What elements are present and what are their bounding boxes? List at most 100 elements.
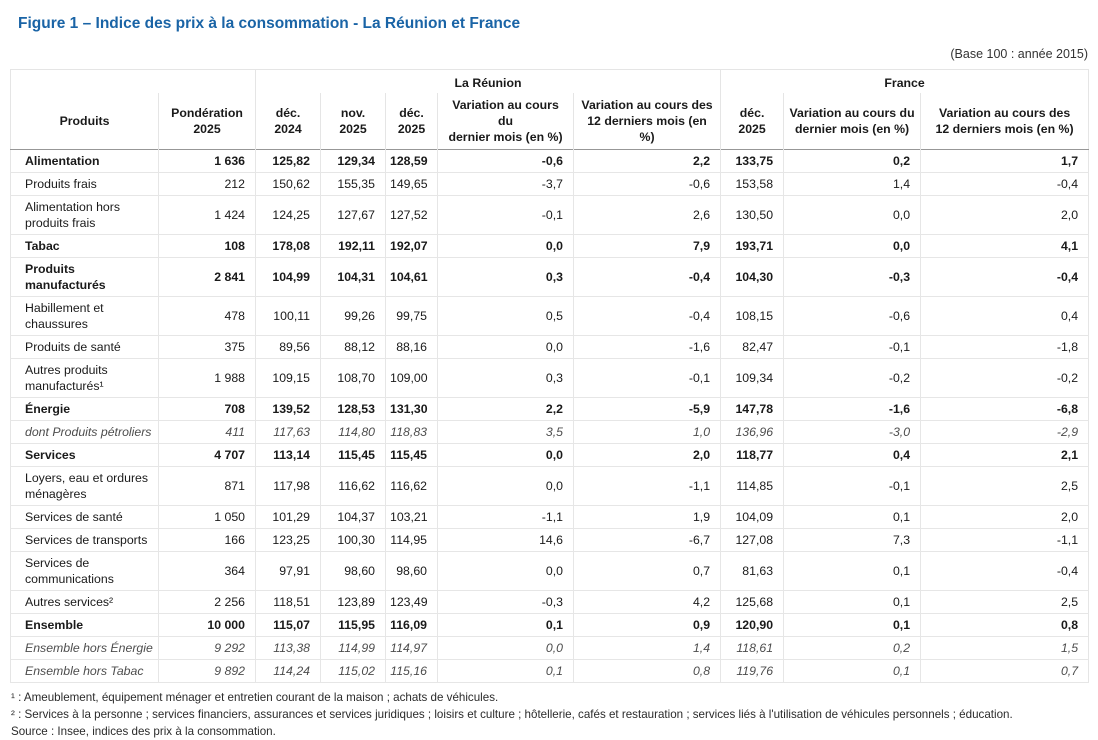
- product-label: Autres produits manufacturés¹: [25, 363, 108, 393]
- table-row: Services de transports 166 123,25 100,30 114…: [10, 528, 1089, 552]
- product-label: Alimentation: [25, 154, 100, 168]
- value-cell: 192,11: [320, 234, 386, 258]
- value-cell: 118,61: [720, 636, 784, 660]
- value-cell: 708: [158, 397, 256, 421]
- value-cell: 116,62: [385, 466, 438, 506]
- value-cell: 14,6: [437, 528, 574, 552]
- value-cell: 0,9: [572, 613, 721, 637]
- value-cell: -0,3: [783, 257, 921, 297]
- value-cell: 149,65: [385, 172, 438, 196]
- value-cell: -0,6: [783, 296, 921, 336]
- value-cell: -0,4: [920, 172, 1089, 196]
- value-cell: 114,24: [255, 659, 321, 683]
- value-cell: -0,4: [920, 257, 1089, 297]
- value-cell: -0,4: [572, 296, 721, 336]
- product-label: Tabac: [25, 239, 60, 253]
- value-cell: -3,0: [783, 420, 921, 444]
- value-cell: -6,8: [920, 397, 1089, 421]
- value-cell: 155,35: [320, 172, 386, 196]
- value-cell: 1,4: [572, 636, 721, 660]
- value-cell: 2 841: [158, 257, 256, 297]
- figure-title: Figure 1 – Indice des prix à la consomma…: [18, 15, 521, 32]
- value-cell: -3,7: [437, 172, 574, 196]
- column-header-2: déc. 2024: [255, 93, 321, 150]
- value-cell: 3,5: [437, 420, 574, 444]
- group-header-france: France: [720, 69, 1089, 93]
- value-cell: -0,4: [920, 551, 1089, 591]
- value-cell: 4 707: [158, 443, 256, 467]
- value-cell: 127,52: [385, 195, 438, 235]
- product-label: Services de santé: [25, 510, 123, 524]
- value-cell: 10 000: [158, 613, 256, 637]
- value-cell: 115,07: [255, 613, 321, 637]
- value-cell: 88,16: [385, 335, 438, 359]
- product-label: Produits frais: [25, 177, 97, 191]
- product-label: dont Produits pétroliers: [25, 425, 152, 439]
- value-cell: 192,07: [385, 234, 438, 258]
- value-cell: 0,4: [920, 296, 1089, 336]
- value-cell: 108,15: [720, 296, 784, 336]
- value-cell: 114,95: [385, 528, 438, 552]
- value-cell: 2,0: [920, 195, 1089, 235]
- value-cell: -0,4: [572, 257, 721, 297]
- value-cell: 166: [158, 528, 256, 552]
- value-cell: 1,0: [572, 420, 721, 444]
- table-row: Produits de santé 375 89,56 88,12 88,16 0,0 -1…: [10, 335, 1089, 359]
- value-cell: -1,6: [572, 335, 721, 359]
- value-cell: 108: [158, 234, 256, 258]
- value-cell: 118,51: [255, 590, 321, 614]
- value-cell: 130,50: [720, 195, 784, 235]
- table-row: Ensemble hors Tabac 9 892 114,24 115,02 115,…: [10, 659, 1089, 683]
- table-row: Ensemble hors Énergie 9 292 113,38 114,99 11…: [10, 636, 1089, 660]
- value-cell: 117,63: [255, 420, 321, 444]
- table-row: Autres services² 2 256 118,51 123,89 123,49-…: [10, 590, 1089, 614]
- value-cell: 0,1: [783, 613, 921, 637]
- table-body: Alimentation 1 636 125,82 129,34 128,59 -0,6 2…: [10, 149, 1089, 683]
- value-cell: -1,1: [437, 505, 574, 529]
- value-cell: 104,61: [385, 257, 438, 297]
- value-cell: 4,2: [572, 590, 721, 614]
- value-cell: 2 256: [158, 590, 256, 614]
- column-header-3: nov. 2025: [320, 93, 386, 150]
- value-cell: 119,76: [720, 659, 784, 683]
- product-label: Alimentation hors produits frais: [25, 200, 121, 230]
- value-cell: 212: [158, 172, 256, 196]
- product-label: Loyers, eau et ordures ménagères: [25, 471, 149, 501]
- value-cell: -1,1: [920, 528, 1089, 552]
- value-cell: -0,1: [783, 466, 921, 506]
- value-cell: 0,8: [920, 613, 1089, 637]
- value-cell: 115,95: [320, 613, 386, 637]
- value-cell: 115,45: [385, 443, 438, 467]
- value-cell: 0,0: [783, 195, 921, 235]
- value-cell: 104,99: [255, 257, 321, 297]
- value-cell: 98,60: [320, 551, 386, 591]
- product-label: Services de communications: [25, 556, 114, 586]
- value-cell: 1,5: [920, 636, 1089, 660]
- value-cell: 125,68: [720, 590, 784, 614]
- value-cell: 1,7: [920, 149, 1089, 173]
- value-cell: 150,62: [255, 172, 321, 196]
- table-row: Ensemble 10 000 115,07 115,95 116,09 0,1 0,9 12…: [10, 613, 1089, 637]
- value-cell: 114,97: [385, 636, 438, 660]
- product-label: Habillement et chaussures: [25, 301, 104, 331]
- value-cell: 375: [158, 335, 256, 359]
- value-cell: 0,4: [783, 443, 921, 467]
- value-cell: 0,0: [783, 234, 921, 258]
- value-cell: 128,59: [385, 149, 438, 173]
- value-cell: 0,0: [437, 335, 574, 359]
- value-cell: 123,89: [320, 590, 386, 614]
- column-header-6: Variation au cours des 12 derniers mois …: [572, 93, 721, 150]
- table-row: Alimentation 1 636 125,82 129,34 128,59 -0,6 2…: [10, 149, 1089, 173]
- value-cell: 0,0: [437, 466, 574, 506]
- base-note: (Base 100 : année 2015): [950, 47, 1088, 61]
- value-cell: -1,8: [920, 335, 1089, 359]
- value-cell: 136,96: [720, 420, 784, 444]
- value-cell: 0,0: [437, 551, 574, 591]
- value-cell: 0,8: [572, 659, 721, 683]
- value-cell: 109,00: [385, 358, 438, 398]
- value-cell: -0,3: [437, 590, 574, 614]
- value-cell: 0,5: [437, 296, 574, 336]
- table-row: Produits manufacturés 2 841 104,99 104,31 10…: [10, 257, 1089, 297]
- value-cell: 125,82: [255, 149, 321, 173]
- value-cell: -6,7: [572, 528, 721, 552]
